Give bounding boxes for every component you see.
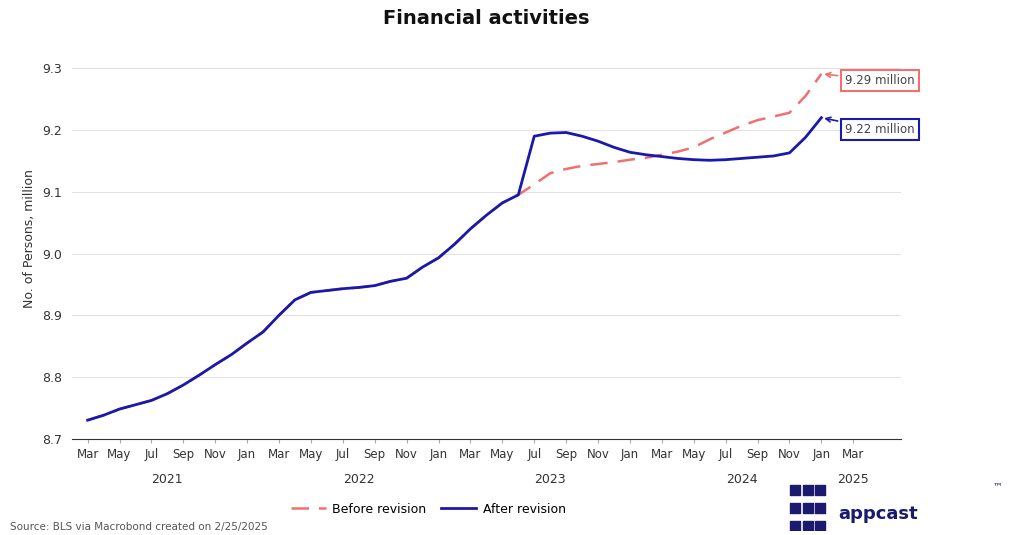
Y-axis label: No. of Persons, million: No. of Persons, million: [24, 169, 37, 308]
Text: 2024: 2024: [726, 473, 758, 486]
Text: 2021: 2021: [152, 473, 183, 486]
Title: Financial activities: Financial activities: [383, 9, 590, 28]
Point: [800, 522, 816, 530]
Text: 2025: 2025: [838, 473, 869, 486]
Legend: Before revision, After revision: Before revision, After revision: [286, 498, 570, 521]
Point: [812, 504, 828, 513]
Text: 2022: 2022: [343, 473, 375, 486]
Text: Source: BLS via Macrobond created on 2/25/2025: Source: BLS via Macrobond created on 2/2…: [10, 522, 268, 532]
Point: [787, 486, 804, 495]
Text: 9.22 million: 9.22 million: [826, 117, 914, 136]
Text: ™: ™: [992, 482, 1002, 492]
Point: [812, 486, 828, 495]
Text: 2023: 2023: [535, 473, 566, 486]
Point: [800, 486, 816, 495]
Point: [787, 504, 804, 513]
Text: appcast: appcast: [838, 506, 918, 523]
Point: [800, 504, 816, 513]
Text: 9.29 million: 9.29 million: [826, 73, 914, 87]
Point: [787, 522, 804, 530]
Point: [812, 522, 828, 530]
